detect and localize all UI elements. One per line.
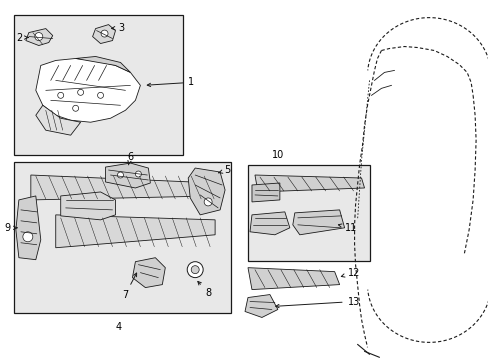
Polygon shape bbox=[16, 196, 41, 260]
Text: 2: 2 bbox=[17, 32, 28, 42]
Text: 9: 9 bbox=[5, 223, 17, 233]
Polygon shape bbox=[105, 163, 150, 188]
Polygon shape bbox=[292, 210, 344, 235]
Text: 13: 13 bbox=[275, 297, 359, 308]
Polygon shape bbox=[132, 258, 165, 288]
Polygon shape bbox=[36, 58, 140, 122]
Circle shape bbox=[191, 266, 199, 274]
Circle shape bbox=[78, 89, 83, 95]
Polygon shape bbox=[76, 57, 130, 72]
Text: 12: 12 bbox=[341, 267, 359, 278]
Circle shape bbox=[203, 198, 212, 206]
Polygon shape bbox=[61, 192, 115, 220]
Polygon shape bbox=[244, 294, 277, 318]
Circle shape bbox=[101, 30, 108, 37]
Polygon shape bbox=[188, 168, 224, 215]
Polygon shape bbox=[247, 268, 339, 289]
Polygon shape bbox=[251, 183, 279, 202]
Circle shape bbox=[58, 92, 63, 98]
Circle shape bbox=[23, 232, 33, 242]
Polygon shape bbox=[249, 212, 289, 235]
Circle shape bbox=[73, 105, 79, 111]
Text: 8: 8 bbox=[198, 282, 211, 298]
Text: 10: 10 bbox=[271, 150, 284, 160]
Text: 4: 4 bbox=[115, 323, 122, 332]
Text: 5: 5 bbox=[218, 165, 230, 175]
Polygon shape bbox=[31, 175, 215, 200]
Circle shape bbox=[187, 262, 203, 278]
Text: 1: 1 bbox=[147, 77, 194, 87]
Polygon shape bbox=[56, 215, 215, 248]
Circle shape bbox=[35, 32, 42, 41]
Polygon shape bbox=[254, 175, 364, 192]
Polygon shape bbox=[26, 28, 53, 45]
Circle shape bbox=[117, 172, 123, 178]
Text: 6: 6 bbox=[127, 152, 133, 165]
Polygon shape bbox=[92, 24, 115, 44]
Circle shape bbox=[98, 92, 103, 98]
Circle shape bbox=[135, 171, 141, 177]
Bar bbox=[14, 15, 183, 155]
Text: 3: 3 bbox=[111, 23, 124, 33]
Bar bbox=[247, 165, 369, 261]
Text: 11: 11 bbox=[338, 223, 356, 233]
Text: 7: 7 bbox=[122, 273, 136, 300]
Bar bbox=[14, 162, 230, 314]
Polygon shape bbox=[36, 105, 81, 135]
